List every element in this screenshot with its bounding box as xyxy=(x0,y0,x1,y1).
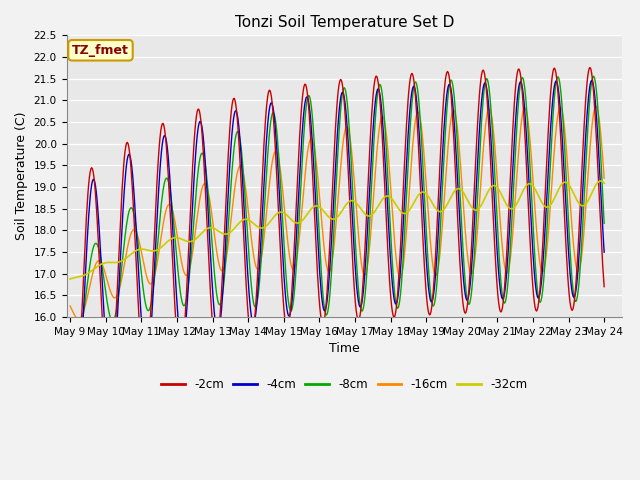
-8cm xyxy=(600,220,608,226)
Text: TZ_fmet: TZ_fmet xyxy=(72,44,129,57)
-16cm xyxy=(419,131,426,136)
-16cm xyxy=(214,256,221,262)
-4cm xyxy=(186,258,193,264)
X-axis label: Time: Time xyxy=(329,342,360,355)
-8cm xyxy=(214,298,221,304)
-4cm xyxy=(214,329,221,335)
Line: -16cm: -16cm xyxy=(70,107,604,319)
-32cm xyxy=(213,228,221,233)
-4cm xyxy=(600,249,608,255)
-8cm xyxy=(419,149,426,155)
-4cm xyxy=(72,408,79,414)
-8cm xyxy=(77,327,84,333)
-8cm xyxy=(132,219,140,225)
-32cm xyxy=(185,239,193,244)
-32cm xyxy=(67,276,74,282)
-32cm xyxy=(600,180,608,186)
-16cm xyxy=(67,303,74,309)
-32cm xyxy=(402,210,410,216)
-32cm xyxy=(131,249,138,254)
-4cm xyxy=(132,213,140,219)
-8cm xyxy=(67,316,74,322)
-2cm xyxy=(132,245,140,251)
-16cm xyxy=(132,228,140,234)
Title: Tonzi Soil Temperature Set D: Tonzi Soil Temperature Set D xyxy=(234,15,454,30)
-32cm xyxy=(596,178,604,184)
-16cm xyxy=(592,104,600,109)
-2cm xyxy=(586,65,594,71)
-4cm xyxy=(77,363,84,369)
-2cm xyxy=(419,220,426,226)
-8cm xyxy=(403,192,410,197)
-2cm xyxy=(69,423,77,429)
-8cm xyxy=(590,73,598,79)
-8cm xyxy=(186,269,193,275)
-16cm xyxy=(74,316,82,322)
-16cm xyxy=(403,227,410,233)
-16cm xyxy=(186,266,193,272)
-2cm xyxy=(403,120,410,126)
-16cm xyxy=(600,175,608,181)
Legend: -2cm, -4cm, -8cm, -16cm, -32cm: -2cm, -4cm, -8cm, -16cm, -32cm xyxy=(156,373,532,396)
-2cm xyxy=(600,284,608,289)
-4cm xyxy=(419,183,426,189)
-4cm xyxy=(67,369,74,375)
Line: -8cm: -8cm xyxy=(70,76,604,338)
Y-axis label: Soil Temperature (C): Soil Temperature (C) xyxy=(15,112,28,240)
-2cm xyxy=(214,336,221,342)
-32cm xyxy=(76,274,84,279)
-4cm xyxy=(403,158,410,164)
-2cm xyxy=(186,224,193,229)
Line: -4cm: -4cm xyxy=(70,81,604,411)
Line: -32cm: -32cm xyxy=(70,181,604,279)
-2cm xyxy=(67,403,74,409)
Line: -2cm: -2cm xyxy=(70,68,604,426)
-16cm xyxy=(77,315,84,321)
-4cm xyxy=(588,78,595,84)
-32cm xyxy=(417,190,425,195)
-2cm xyxy=(77,339,84,345)
-8cm xyxy=(73,336,81,341)
